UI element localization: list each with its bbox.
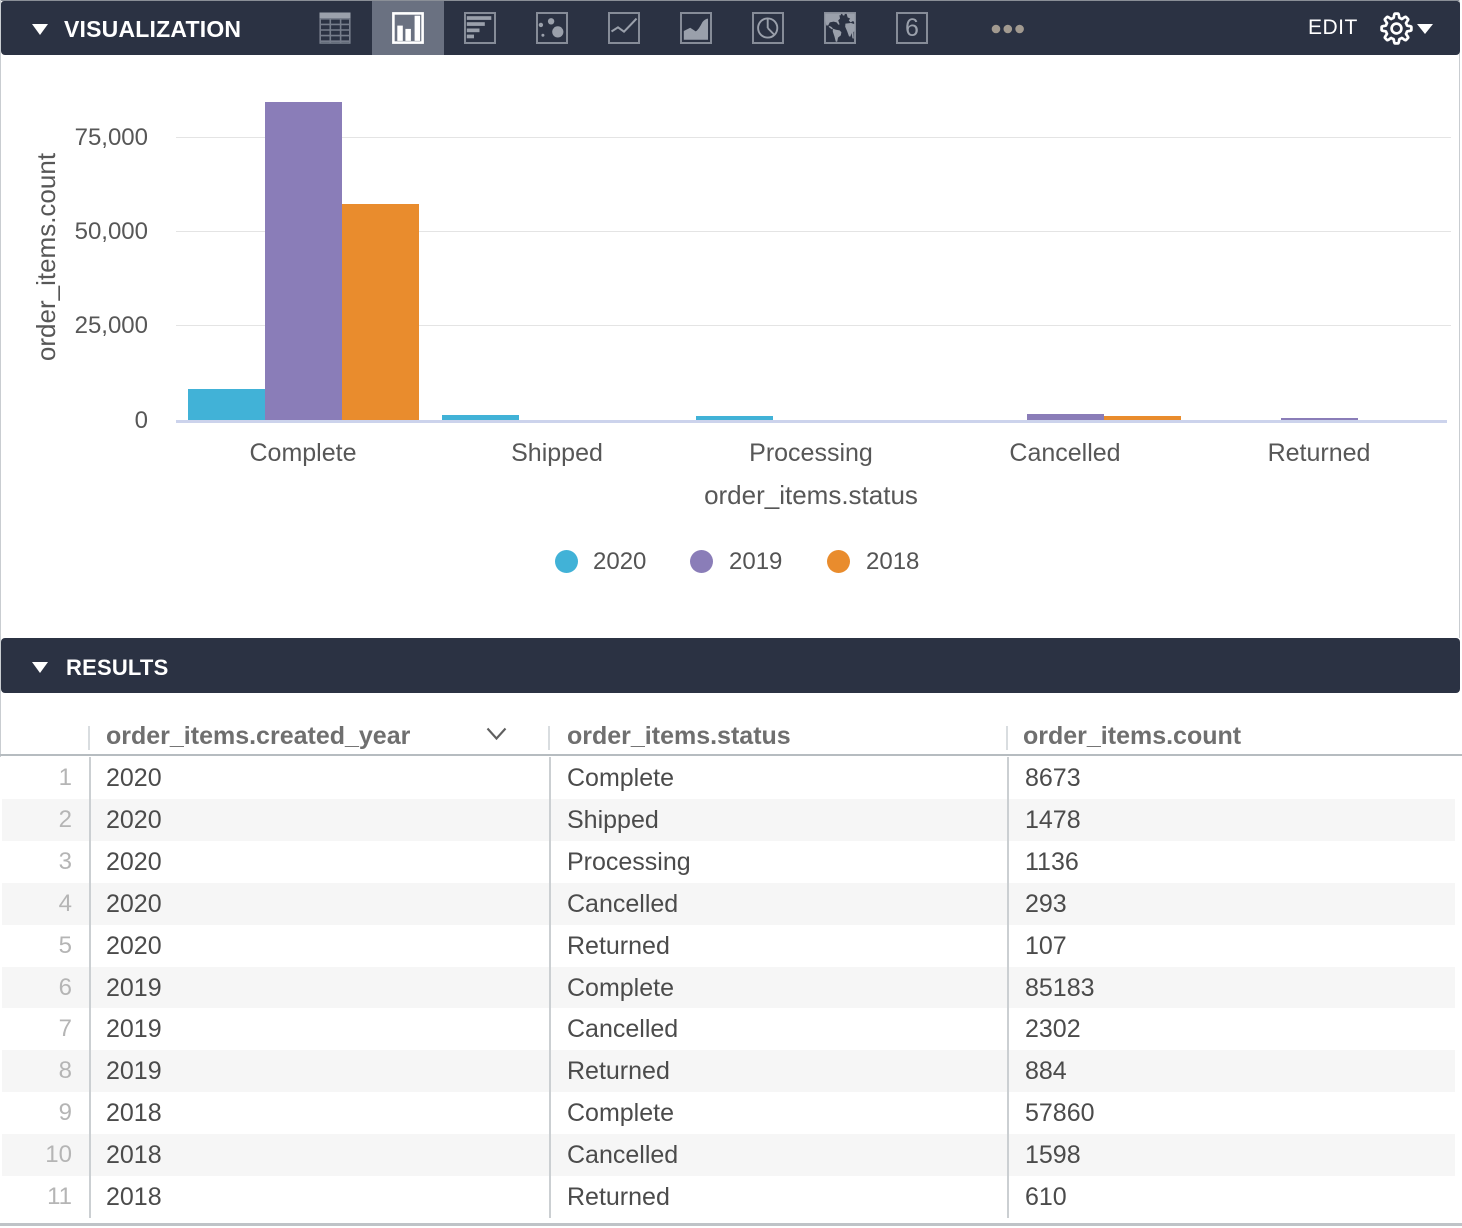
- svg-text:6: 6: [905, 14, 919, 42]
